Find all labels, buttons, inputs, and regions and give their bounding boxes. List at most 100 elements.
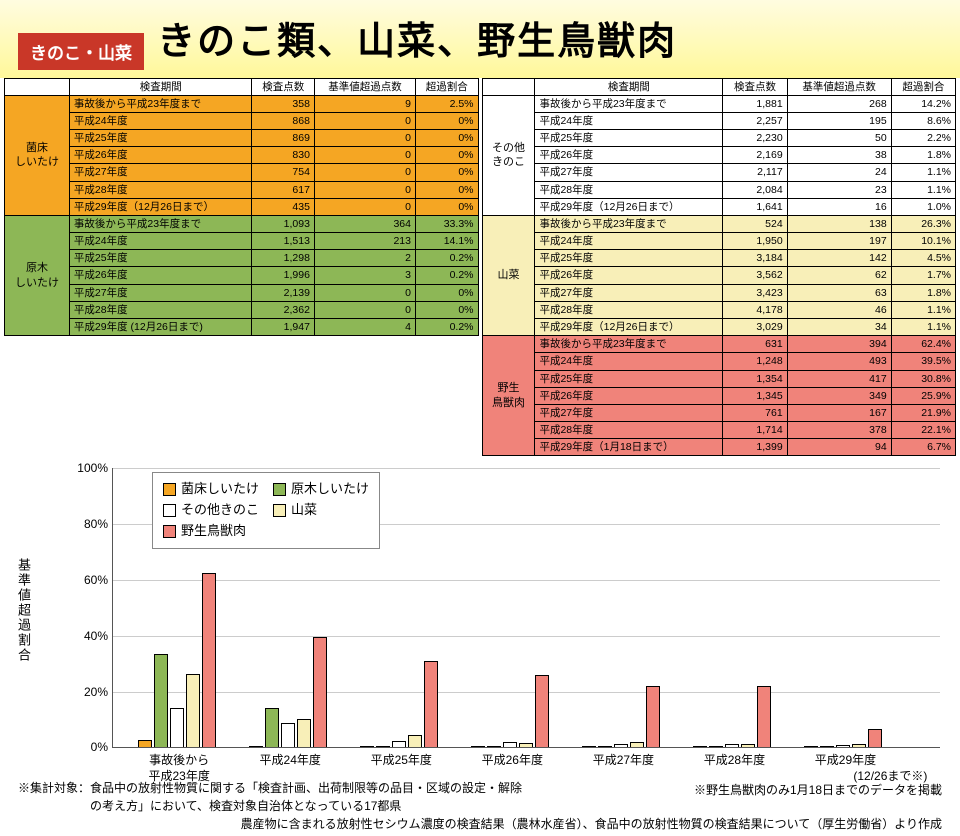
period-cell: 平成27年度 xyxy=(535,404,723,421)
num-cell: 417 xyxy=(787,370,891,387)
legend-item: 山菜 xyxy=(273,500,317,521)
col-header: 基準値超過点数 xyxy=(314,78,415,95)
period-cell: 平成29年度（1月18日まで） xyxy=(535,439,723,456)
num-cell: 1,641 xyxy=(723,198,787,215)
category-cell: その他きのこ xyxy=(482,95,535,215)
pct-cell: 0% xyxy=(416,284,479,301)
num-cell: 1,950 xyxy=(723,233,787,250)
pct-cell: 1.1% xyxy=(891,301,955,318)
num-cell: 1,947 xyxy=(252,319,314,336)
category-cell: 原木しいたけ xyxy=(5,215,70,335)
num-cell: 1,298 xyxy=(252,250,314,267)
y-tick-label: 0% xyxy=(91,740,113,754)
pct-cell: 0.2% xyxy=(416,319,479,336)
pct-cell: 0% xyxy=(416,112,479,129)
num-cell: 435 xyxy=(252,198,314,215)
col-header: 検査期間 xyxy=(69,78,252,95)
num-cell: 4,178 xyxy=(723,301,787,318)
pct-cell: 39.5% xyxy=(891,353,955,370)
period-cell: 平成28年度 xyxy=(535,181,723,198)
num-cell: 1,248 xyxy=(723,353,787,370)
num-cell: 394 xyxy=(787,336,891,353)
num-cell: 197 xyxy=(787,233,891,250)
page-title: きのこ類、山菜、野生鳥獣肉 xyxy=(157,10,677,65)
bar xyxy=(408,735,422,748)
source-line: 農産物に含まれる放射性セシウム濃度の検査結果（農林水産省）、食品中の放射性物質の… xyxy=(0,815,960,836)
bar xyxy=(154,654,168,747)
pct-cell: 1.1% xyxy=(891,319,955,336)
pct-cell: 25.9% xyxy=(891,387,955,404)
col-header: 超過割合 xyxy=(416,78,479,95)
category-cell: 菌床しいたけ xyxy=(5,95,70,215)
period-cell: 事故後から平成23年度まで xyxy=(69,95,252,112)
period-cell: 平成26年度 xyxy=(535,147,723,164)
period-cell: 平成24年度 xyxy=(69,233,252,250)
num-cell: 378 xyxy=(787,422,891,439)
num-cell: 2,117 xyxy=(723,164,787,181)
period-cell: 平成25年度 xyxy=(535,130,723,147)
pct-cell: 0% xyxy=(416,164,479,181)
bar-group xyxy=(360,661,438,747)
bar xyxy=(535,675,549,748)
num-cell: 2 xyxy=(314,250,415,267)
pct-cell: 0% xyxy=(416,198,479,215)
period-cell: 事故後から平成23年度まで xyxy=(535,336,723,353)
pct-cell: 21.9% xyxy=(891,404,955,421)
period-cell: 事故後から平成23年度まで xyxy=(535,215,723,232)
period-cell: 平成29年度（12月26日まで） xyxy=(69,198,252,215)
num-cell: 1,345 xyxy=(723,387,787,404)
pct-cell: 0% xyxy=(416,301,479,318)
num-cell: 631 xyxy=(723,336,787,353)
num-cell: 349 xyxy=(787,387,891,404)
num-cell: 830 xyxy=(252,147,314,164)
footnote-line: ※野生鳥獣肉のみ1月18日までのデータを掲載 xyxy=(694,780,942,815)
num-cell: 1,513 xyxy=(252,233,314,250)
y-tick-label: 100% xyxy=(77,461,113,475)
num-cell: 0 xyxy=(314,130,415,147)
y-tick-label: 20% xyxy=(84,685,113,699)
pct-cell: 30.8% xyxy=(891,370,955,387)
bar-group xyxy=(471,675,549,748)
legend-item: その他きのこ xyxy=(163,500,259,521)
pct-cell: 8.6% xyxy=(891,112,955,129)
x-tick-label: 平成27年度 xyxy=(593,747,654,768)
pct-cell: 2.5% xyxy=(416,95,479,112)
num-cell: 1,093 xyxy=(252,215,314,232)
pct-cell: 10.1% xyxy=(891,233,955,250)
num-cell: 9 xyxy=(314,95,415,112)
period-cell: 平成28年度 xyxy=(69,301,252,318)
footnotes: ※集計対象：食品中の放射性物質に関する「検査計画、出荷制限等の品目・区域の設定・… xyxy=(0,778,960,815)
x-tick-label: 平成28年度 xyxy=(704,747,765,768)
period-cell: 平成29年度（12月26日まで） xyxy=(535,319,723,336)
category-cell: 山菜 xyxy=(482,215,535,335)
period-cell: 平成29年度 (12月26日まで) xyxy=(69,319,252,336)
bar xyxy=(281,723,295,747)
num-cell: 1,881 xyxy=(723,95,787,112)
bar-group xyxy=(693,686,771,748)
num-cell: 2,139 xyxy=(252,284,314,301)
pct-cell: 26.3% xyxy=(891,215,955,232)
period-cell: 平成24年度 xyxy=(69,112,252,129)
pct-cell: 33.3% xyxy=(416,215,479,232)
col-header: 検査点数 xyxy=(723,78,787,95)
num-cell: 358 xyxy=(252,95,314,112)
num-cell: 24 xyxy=(787,164,891,181)
bar-group xyxy=(804,729,882,748)
pct-cell: 0% xyxy=(416,147,479,164)
period-cell: 平成26年度 xyxy=(535,267,723,284)
period-cell: 平成28年度 xyxy=(69,181,252,198)
period-cell: 平成26年度 xyxy=(535,387,723,404)
period-cell: 平成27年度 xyxy=(69,284,252,301)
num-cell: 0 xyxy=(314,181,415,198)
period-cell: 平成27年度 xyxy=(69,164,252,181)
num-cell: 94 xyxy=(787,439,891,456)
col-header: 検査期間 xyxy=(535,78,723,95)
pct-cell: 1.1% xyxy=(891,181,955,198)
num-cell: 38 xyxy=(787,147,891,164)
pct-cell: 1.0% xyxy=(891,198,955,215)
num-cell: 1,996 xyxy=(252,267,314,284)
pct-cell: 0.2% xyxy=(416,250,479,267)
chart-area: 基準値超過割合 菌床しいたけ原木しいたけその他きのこ山菜野生鳥獣肉 0%20%4… xyxy=(72,458,940,778)
x-tick-label: 平成26年度 xyxy=(482,747,543,768)
legend-item: 原木しいたけ xyxy=(273,479,369,500)
